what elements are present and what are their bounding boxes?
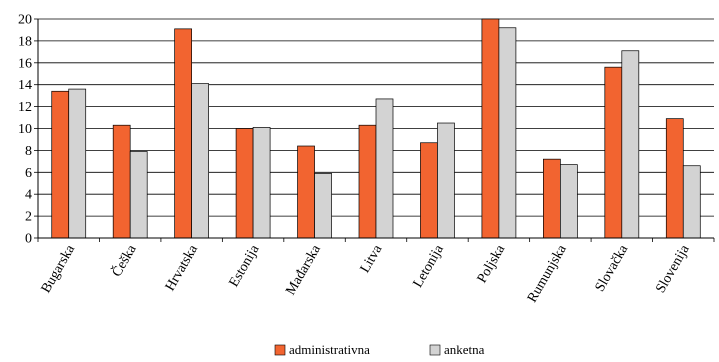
y-tick-label: 10 <box>18 122 32 137</box>
legend-label-anketna: anketna <box>444 342 485 357</box>
bar-administrativna-Rumunjska <box>543 158 561 239</box>
x-tick-label: Bugarska <box>39 242 79 296</box>
y-tick-label: 6 <box>25 166 32 181</box>
legend: administrativna anketna <box>274 342 485 357</box>
x-tick-label: Češka <box>108 241 140 280</box>
bar-anketna-Hrvatska <box>191 83 209 239</box>
bar-administrativna-Estonija <box>235 128 254 239</box>
x-tick-label: Estonija <box>227 242 263 290</box>
bar-administrativna-Slovačka <box>604 66 623 239</box>
bar-anketna-Litva <box>375 98 394 239</box>
x-tick-label: Poljska <box>475 242 509 286</box>
bars <box>51 18 701 239</box>
bar-administrativna-Poljska <box>481 18 500 239</box>
bar-anketna-Češka <box>129 151 148 239</box>
bar-anketna-Poljska <box>498 27 517 239</box>
x-tick-label: Slovenija <box>653 242 693 296</box>
y-tick-label: 14 <box>18 78 32 93</box>
x-tick-label: Mađarska <box>283 242 324 298</box>
y-tick-label: 20 <box>18 13 32 28</box>
bar-anketna-Bugarska <box>68 88 87 239</box>
legend-swatch-administrativna <box>274 344 286 356</box>
x-tick-label: Litva <box>358 242 386 276</box>
x-tick-label: Rumunjska <box>525 242 570 305</box>
y-tick-label: 12 <box>18 100 32 115</box>
y-tick-label: 18 <box>18 34 32 49</box>
y-tick-labels: 0 2 4 6 8 10 12 14 16 18 20 <box>18 13 32 247</box>
x-tick-label: Hrvatska <box>163 242 202 294</box>
legend-label-administrativna: administrativna <box>289 342 370 357</box>
bar-anketna-Rumunjska <box>560 164 578 239</box>
bar-administrativna-Litva <box>358 124 377 239</box>
bar-anketna-Slovenija <box>682 165 701 239</box>
bar-administrativna-Mađarska <box>297 145 315 239</box>
bar-anketna-Estonija <box>252 127 271 239</box>
bar-administrativna-Bugarska <box>51 90 70 239</box>
y-tick-label: 8 <box>25 144 32 159</box>
x-tick-labels: Bugarska Češka Hrvatska Estonija Mađarska Lit… <box>39 241 693 305</box>
axes <box>34 18 715 242</box>
x-tick-label: Letonija <box>411 242 448 291</box>
bar-administrativna-Češka <box>112 124 131 239</box>
y-tick-label: 2 <box>25 210 32 225</box>
legend-swatch-anketna <box>429 344 441 356</box>
x-tick-label: Slovačka <box>593 242 632 295</box>
y-tick-label: 0 <box>25 232 32 247</box>
y-tick-label: 16 <box>18 56 32 71</box>
bar-anketna-Mađarska <box>314 173 332 239</box>
bar-administrativna-Hrvatska <box>174 28 192 239</box>
bar-administrativna-Slovenija <box>665 118 684 239</box>
bar-anketna-Slovačka <box>621 50 640 239</box>
bar-anketna-Letonija <box>437 122 455 239</box>
bar-administrativna-Letonija <box>420 142 438 239</box>
y-tick-label: 4 <box>25 188 32 203</box>
